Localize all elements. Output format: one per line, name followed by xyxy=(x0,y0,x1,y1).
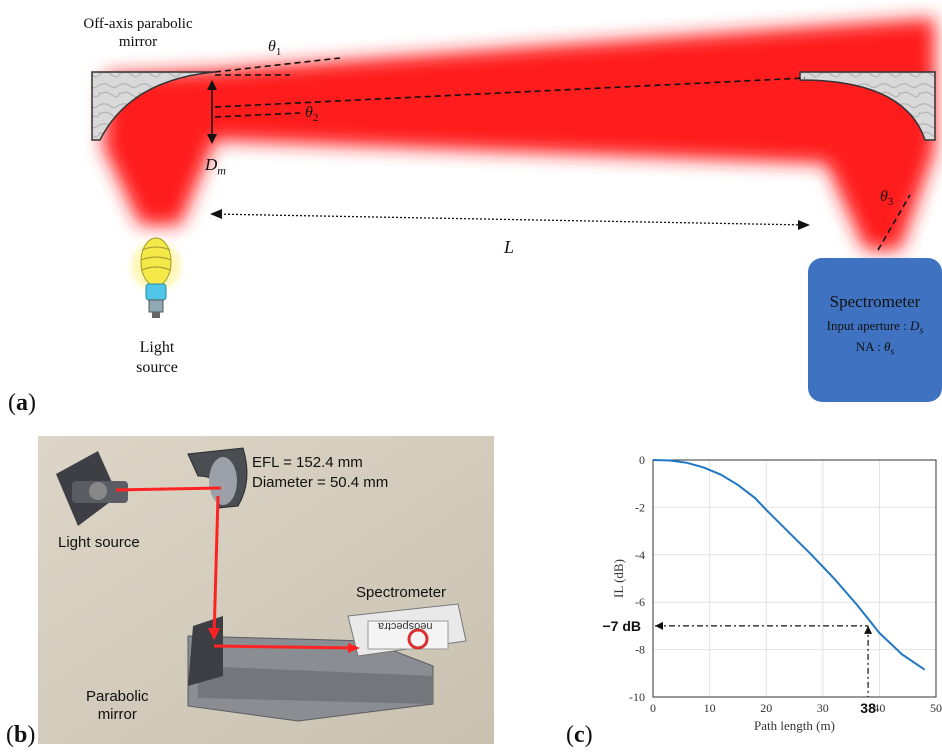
panel-c-label: (c) xyxy=(566,722,593,748)
annotation-x-label: 38 xyxy=(860,700,876,716)
spectrometer-na: NA : θs xyxy=(855,338,895,358)
dm-label: Dm xyxy=(205,155,226,178)
mirror-label-line2: mirror xyxy=(118,34,158,50)
x-tick-label: 10 xyxy=(704,701,716,715)
angle-lines xyxy=(214,57,911,251)
y-tick-label: -6 xyxy=(635,595,645,609)
mirror-label-line1: Off-axis parabolic xyxy=(83,16,193,32)
spectrometer-aperture: Input aperture : Ds xyxy=(826,318,924,337)
spectrometer-box: Spectrometer Input aperture : Ds NA : θs xyxy=(808,258,942,402)
y-tick-label: 0 xyxy=(639,453,645,467)
series-line xyxy=(652,459,926,671)
brand-label: neospectra xyxy=(378,620,433,632)
length-arrow xyxy=(210,209,810,230)
theta3-label: θ3 xyxy=(880,188,894,209)
setup-photo-drawing xyxy=(38,436,494,744)
y-tick-label: -8 xyxy=(635,643,645,657)
light-source-photo-label: Light source xyxy=(58,534,140,551)
light-source-label: Light source xyxy=(136,339,178,376)
off-axis-parabolic-mirror-right xyxy=(799,71,936,141)
setup-photo: EFL = 152.4 mm Diameter = 50.4 mm Light … xyxy=(38,436,494,744)
y-tick-label: -10 xyxy=(629,690,645,704)
plot-frame xyxy=(652,459,937,698)
diameter-label: Diameter = 50.4 mm xyxy=(252,474,389,491)
efl-label: EFL = 152.4 mm xyxy=(252,454,363,471)
light-bulb-icon xyxy=(124,234,188,318)
x-tick-label: 0 xyxy=(650,701,656,715)
annotation-h-arrow xyxy=(655,621,663,630)
theta2-label: θ2 xyxy=(305,104,319,125)
light-beam xyxy=(100,18,935,250)
annotation-db-label: −7 dB xyxy=(602,618,641,634)
y-axis-label: IL (dB) xyxy=(611,559,626,598)
panel-a-label: (a) xyxy=(8,390,36,416)
spectrometer-photo-label: Spectrometer xyxy=(356,584,447,601)
length-label: L xyxy=(504,237,515,257)
x-tick-label: 30 xyxy=(817,701,829,715)
laser-path xyxy=(115,486,357,650)
x-tick-label: 20 xyxy=(760,701,772,715)
y-tick-label: -4 xyxy=(635,548,645,562)
spectrometer-title: Spectrometer xyxy=(829,292,921,311)
x-tick-label: 40 xyxy=(873,701,885,715)
annotation-v-arrow xyxy=(864,625,873,634)
panel-a-diagram xyxy=(91,18,936,318)
x-tick-label: 50 xyxy=(930,701,942,715)
y-tick-label: -2 xyxy=(635,500,645,514)
x-axis-label: Path length (m) xyxy=(754,718,835,733)
panel-b-label: (b) xyxy=(6,722,36,748)
dm-arrow xyxy=(207,80,217,144)
mirror-label: Off-axis parabolic mirror xyxy=(58,15,218,51)
parabolic-mirror-photo-label: Parabolic mirror xyxy=(86,688,149,723)
theta1-label: θ1 xyxy=(268,38,282,59)
off-axis-parabolic-mirror-left xyxy=(91,71,216,141)
plot-area xyxy=(652,459,937,698)
